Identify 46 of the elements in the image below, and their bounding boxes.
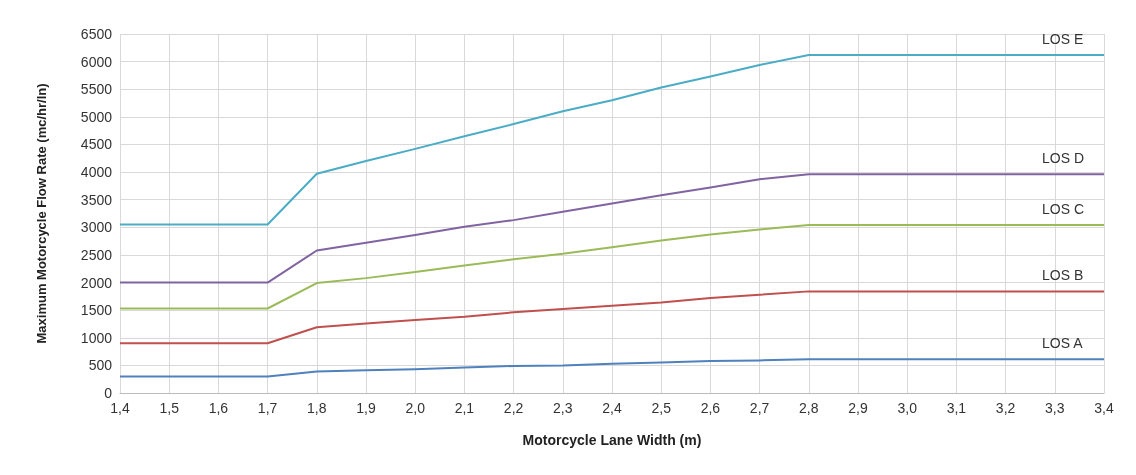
x-tick-label: 1,4	[110, 400, 130, 416]
x-tick-label: 2,5	[651, 400, 672, 416]
y-tick-label: 5500	[80, 81, 113, 98]
x-tick-label: 3,4	[1094, 400, 1114, 416]
y-tick-label: 3500	[80, 191, 113, 208]
x-tick-label: 1,5	[159, 400, 180, 416]
x-tick-label: 3,1	[946, 400, 967, 416]
series-label: LOS B	[1042, 267, 1084, 284]
y-tick-label: 0	[104, 385, 113, 401]
x-tick-label: 2,4	[602, 400, 622, 416]
y-tick-label: 3000	[80, 219, 113, 236]
line-series	[119, 53, 1105, 226]
x-tick-label: 2,6	[700, 400, 721, 416]
x-tick-label: 3,0	[897, 400, 918, 416]
x-tick-label: 1,6	[208, 400, 229, 416]
line-series	[119, 224, 1105, 310]
series-label: LOS A	[1042, 335, 1084, 352]
x-tick-label: 1,8	[307, 400, 327, 416]
x-axis-title: Motorcycle Lane Width (m)	[522, 432, 702, 448]
x-tick-label: 2,9	[848, 400, 868, 416]
y-axis-title: Maximum Motorcycle Flow Rate (mc/hr/ln)	[34, 83, 49, 344]
x-tick-label: 3,2	[995, 400, 1016, 416]
line-series	[119, 173, 1105, 284]
y-tick-label: 4000	[80, 164, 113, 181]
x-tick-label: 2,0	[405, 400, 426, 416]
y-tick-label: 2000	[80, 274, 113, 291]
series-label: LOS D	[1042, 150, 1085, 167]
x-tick-label: 2,1	[454, 400, 475, 416]
line-series	[119, 358, 1105, 378]
y-tick-label: 4500	[80, 136, 113, 153]
x-tick-label: 3,3	[1045, 400, 1065, 416]
x-tick-label: 2,2	[503, 400, 524, 416]
y-tick-label: 1000	[80, 329, 113, 346]
series-label: LOS C	[1042, 201, 1085, 218]
y-tick-label: 1500	[80, 302, 113, 319]
y-tick-label: 2500	[80, 246, 113, 263]
y-tick-label: 6500	[80, 26, 113, 42]
y-tick-label: 500	[88, 357, 113, 374]
y-tick-label: 5000	[80, 108, 113, 125]
x-tick-label: 2,3	[553, 400, 573, 416]
x-tick-label: 1,9	[356, 400, 376, 416]
series-label: LOS E	[1042, 30, 1084, 47]
x-tick-label: 2,7	[749, 400, 770, 416]
x-tick-label: 2,8	[799, 400, 819, 416]
y-tick-label: 6000	[80, 53, 113, 70]
x-tick-label: 1,7	[257, 400, 278, 416]
